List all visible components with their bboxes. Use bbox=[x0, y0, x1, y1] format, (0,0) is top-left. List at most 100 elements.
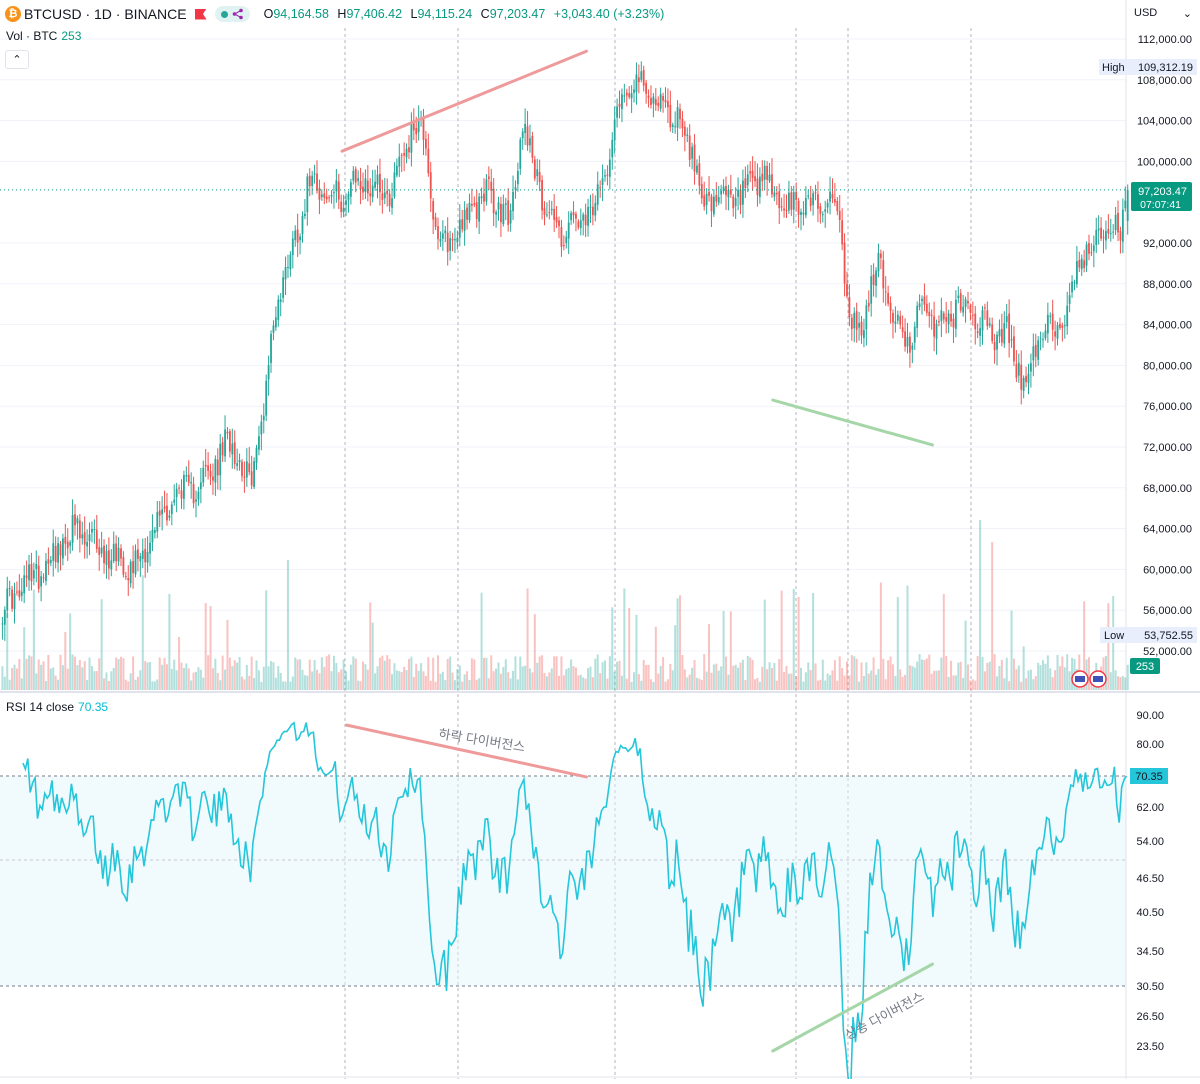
volume-bar bbox=[226, 619, 229, 690]
volume-bar bbox=[1015, 669, 1018, 690]
candle-body bbox=[258, 436, 260, 450]
volume-bar bbox=[512, 670, 515, 690]
candle-body bbox=[98, 547, 101, 556]
volume-bar bbox=[199, 669, 202, 690]
candle-body bbox=[1066, 305, 1069, 327]
bitcoin-icon[interactable]: ₿ bbox=[5, 6, 21, 22]
candle-body bbox=[848, 297, 851, 318]
volume-bar bbox=[1068, 671, 1071, 690]
volume-bar bbox=[289, 681, 292, 690]
rsi-tick-label: 80.00 bbox=[1136, 739, 1164, 751]
candle-body bbox=[410, 121, 413, 153]
volume-bar bbox=[816, 680, 819, 690]
volume-bar bbox=[998, 666, 1001, 690]
candle-body bbox=[441, 233, 444, 239]
symbol-title[interactable]: BTCUSD · 1D · BINANCE bbox=[24, 6, 187, 22]
volume-bar bbox=[640, 680, 643, 690]
candle-body bbox=[797, 200, 800, 215]
candle-body bbox=[1015, 364, 1018, 378]
volume-bar bbox=[1119, 677, 1122, 690]
candle-body bbox=[991, 324, 994, 342]
volume-bar bbox=[628, 607, 631, 690]
volume-bar bbox=[1000, 659, 1003, 690]
candle-body bbox=[899, 316, 902, 325]
candle-body bbox=[500, 203, 502, 223]
volume-bar bbox=[463, 674, 466, 690]
status-pill[interactable] bbox=[214, 6, 250, 22]
candle-body bbox=[974, 313, 977, 330]
candle-body bbox=[62, 538, 64, 559]
volume-bar bbox=[407, 658, 410, 690]
volume-bar bbox=[630, 681, 633, 690]
volume-bar bbox=[371, 622, 374, 690]
volume-bar bbox=[608, 656, 611, 690]
volume-legend[interactable]: Vol · BTC 253 bbox=[6, 29, 81, 43]
volume-bar bbox=[620, 675, 623, 690]
candle-body bbox=[178, 487, 180, 489]
candle-body bbox=[434, 217, 437, 227]
volume-bar bbox=[299, 659, 302, 690]
volume-bar bbox=[76, 665, 79, 690]
candle-body bbox=[151, 529, 154, 543]
volume-bar bbox=[826, 673, 829, 690]
volume-bar bbox=[848, 675, 851, 690]
volume-bar bbox=[15, 668, 18, 690]
candle-body bbox=[475, 202, 478, 220]
rsi-tick-label: 90.00 bbox=[1136, 710, 1164, 722]
candle-body bbox=[984, 307, 986, 309]
candle-body bbox=[596, 184, 599, 205]
volume-bar bbox=[700, 680, 703, 690]
candle-body bbox=[831, 194, 834, 199]
candle-body bbox=[333, 192, 335, 194]
candle-body bbox=[18, 590, 21, 598]
volume-bar bbox=[1061, 656, 1064, 690]
candle-body bbox=[28, 564, 30, 581]
candle-body bbox=[635, 74, 638, 92]
collapse-legend-button[interactable]: ⌃ bbox=[5, 50, 29, 69]
volume-tag-value: 253 bbox=[1136, 661, 1154, 673]
price-tick-label: 92,000.00 bbox=[1143, 238, 1192, 250]
volume-bar bbox=[829, 675, 832, 690]
volume-bar bbox=[441, 671, 444, 690]
volume-bar bbox=[420, 663, 423, 690]
volume-bar bbox=[282, 681, 285, 690]
candle-body bbox=[42, 577, 45, 579]
volume-bar bbox=[737, 667, 740, 690]
candle-body bbox=[236, 463, 239, 466]
candle-body bbox=[195, 499, 197, 502]
volume-bar bbox=[192, 672, 195, 690]
volume-bar bbox=[875, 674, 878, 690]
volume-bar bbox=[988, 661, 991, 690]
candle-body bbox=[889, 302, 892, 311]
volume-bar bbox=[221, 655, 224, 690]
volume-bar bbox=[633, 672, 636, 690]
candle-body bbox=[800, 211, 802, 215]
candle-body bbox=[1042, 339, 1044, 341]
candle-body bbox=[855, 311, 858, 330]
candle-body bbox=[833, 199, 836, 203]
volume-bar bbox=[267, 666, 270, 690]
candle-body bbox=[245, 461, 248, 478]
candle-body bbox=[1, 623, 4, 625]
rsi-legend[interactable]: RSI 14 close 70.35 bbox=[6, 700, 108, 714]
volume-bar bbox=[11, 668, 14, 690]
volume-bar bbox=[860, 662, 863, 690]
candle-body bbox=[892, 312, 894, 323]
candle-body bbox=[144, 548, 147, 563]
candle-body bbox=[262, 415, 265, 421]
candle-body bbox=[870, 276, 873, 304]
volume-bar bbox=[642, 659, 645, 690]
volume-bar bbox=[180, 662, 183, 690]
currency-selector[interactable]: USD ⌄ bbox=[1130, 3, 1196, 23]
candle-body bbox=[608, 159, 611, 177]
candle-body bbox=[749, 171, 752, 174]
volume-bar bbox=[1083, 601, 1086, 690]
volume-bar bbox=[770, 668, 773, 690]
candle-body bbox=[199, 482, 202, 490]
volume-bar bbox=[911, 666, 914, 690]
volume-bar bbox=[127, 681, 130, 690]
flag-icon[interactable] bbox=[194, 8, 207, 20]
volume-bar bbox=[862, 675, 865, 690]
volume-bar bbox=[754, 679, 757, 690]
volume-bar bbox=[1, 666, 4, 690]
